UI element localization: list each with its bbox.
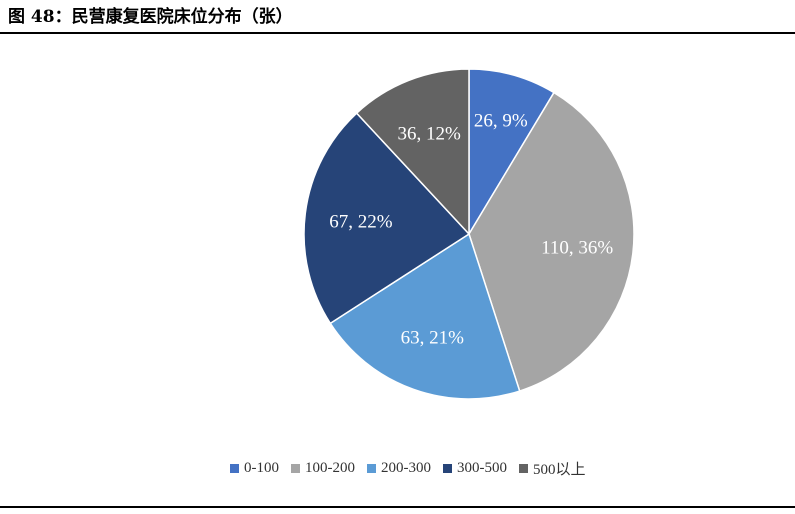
pie-slice-0-100 <box>468 68 555 237</box>
legend-swatch <box>443 464 452 473</box>
data-label-0-100: 26, 9% <box>474 111 528 132</box>
legend-swatch <box>519 464 528 473</box>
data-label-500以上: 36, 12% <box>398 124 462 145</box>
bottom-divider <box>0 506 795 508</box>
pie-slices <box>303 68 635 400</box>
legend-swatch <box>230 464 239 473</box>
legend-item-300-500: 300-500 <box>443 460 507 477</box>
data-label-200-300: 63, 21% <box>401 328 465 349</box>
pie-slice-200-300 <box>329 232 521 400</box>
pie-slice-500以上 <box>355 68 470 236</box>
pie-data-labels: 26, 9% 110, 36% 63, 21% 67, 22% 36, 12% <box>329 111 613 349</box>
pie-slice-100-200 <box>468 91 635 392</box>
title-divider <box>0 32 795 34</box>
legend-label: 500以上 <box>533 462 586 478</box>
legend-label: 100-200 <box>305 460 355 476</box>
legend-item-100-200: 100-200 <box>291 460 355 477</box>
pie-slice-300-500 <box>303 112 471 325</box>
legend-swatch <box>367 464 376 473</box>
data-label-100-200: 110, 36% <box>541 237 613 258</box>
legend-label: 200-300 <box>381 460 431 476</box>
legend-swatch <box>291 464 300 473</box>
chart-title: 图 48：民营康复医院床位分布（张） <box>8 7 293 27</box>
legend-item-0-100: 0-100 <box>230 460 279 477</box>
legend-label: 0-100 <box>244 460 279 476</box>
legend-label: 300-500 <box>457 460 507 476</box>
data-label-300-500: 67, 22% <box>329 211 393 232</box>
legend-item-500以上: 500以上 <box>519 458 586 479</box>
legend-item-200-300: 200-300 <box>367 460 431 477</box>
chart-legend: 0-100 100-200 200-300 300-500 500以上 <box>230 458 598 479</box>
